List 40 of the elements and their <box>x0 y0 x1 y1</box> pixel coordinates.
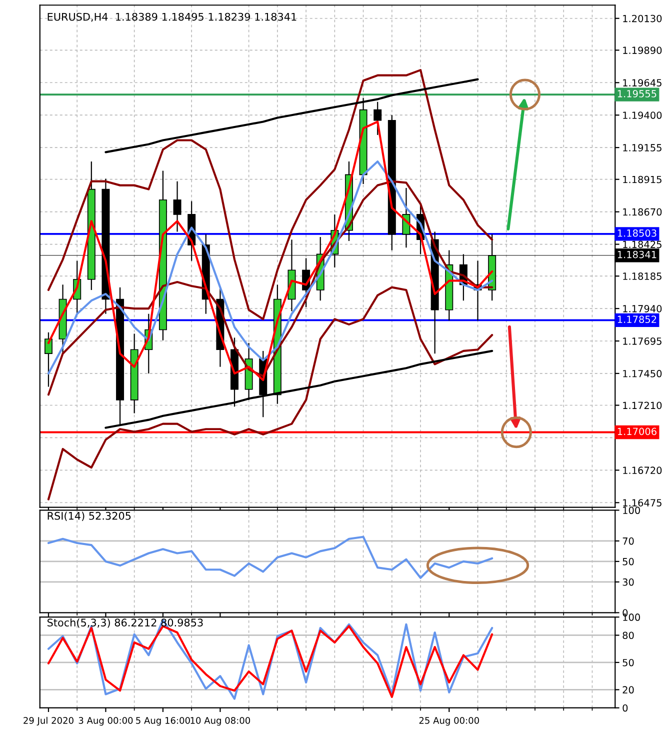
y-tick-label: 20 <box>622 686 634 694</box>
candlestick <box>173 180 182 232</box>
y-tick-label: 1.19155 <box>623 144 662 152</box>
line-series <box>47 286 494 500</box>
x-tick-label: 3 Aug 00:00 <box>78 717 133 726</box>
y-tick-label: 1.17940 <box>623 305 662 312</box>
line-series <box>47 69 494 320</box>
candlestick <box>44 332 52 388</box>
x-tick-label: 25 Aug 00:00 <box>419 717 479 726</box>
ref-line-label: 1.18503 <box>618 229 656 237</box>
y-tick-label: 80 <box>622 632 634 640</box>
x-tick-label: 5 Aug 16:00 <box>136 717 190 726</box>
y-tick-label: 1.17210 <box>623 402 662 410</box>
y-tick-label: 0 <box>622 704 628 712</box>
y-tick-label: 1.18670 <box>623 208 662 216</box>
y-tick-label: 100 <box>623 506 640 514</box>
y-tick-label: 1.16720 <box>623 466 662 474</box>
y-tick-label: 1.19400 <box>623 112 662 119</box>
x-tick-label: 29 Jul 2020 <box>24 716 74 726</box>
ref-line-label: 1.18341 <box>618 250 656 258</box>
text: EURUSD,H4 1.18389 1.18495 1.18239 1.18341 <box>48 12 296 22</box>
ref-line-label: 1.17852 <box>618 316 656 324</box>
ref-line-label: 1.17006 <box>618 428 656 436</box>
y-tick-label: 1.17450 <box>623 370 662 378</box>
ref-line-label: 1.19555 <box>618 90 656 98</box>
y-tick-label: 1.20130 <box>623 14 662 22</box>
y-tick-label: 1.18425 <box>623 240 662 248</box>
y-tick-label: 1.18915 <box>623 176 662 184</box>
chart-title: RSI(14) 52.3205 <box>48 512 131 522</box>
y-tick-label: 1.19645 <box>623 79 662 86</box>
y-tick-label: 1.17695 <box>623 337 662 345</box>
y-tick-label: 30 <box>622 578 634 586</box>
y-tick-label: 70 <box>622 537 634 545</box>
y-tick-label: 1.16475 <box>623 499 662 506</box>
y-tick-label: 1.19890 <box>623 46 662 54</box>
y-tick-label: 1.18185 <box>623 272 662 280</box>
line-series <box>47 536 494 579</box>
y-tick-label: 50 <box>622 658 634 666</box>
x-tick-label: 10 Aug 08:00 <box>190 717 250 726</box>
y-tick-label: 50 <box>622 558 634 566</box>
